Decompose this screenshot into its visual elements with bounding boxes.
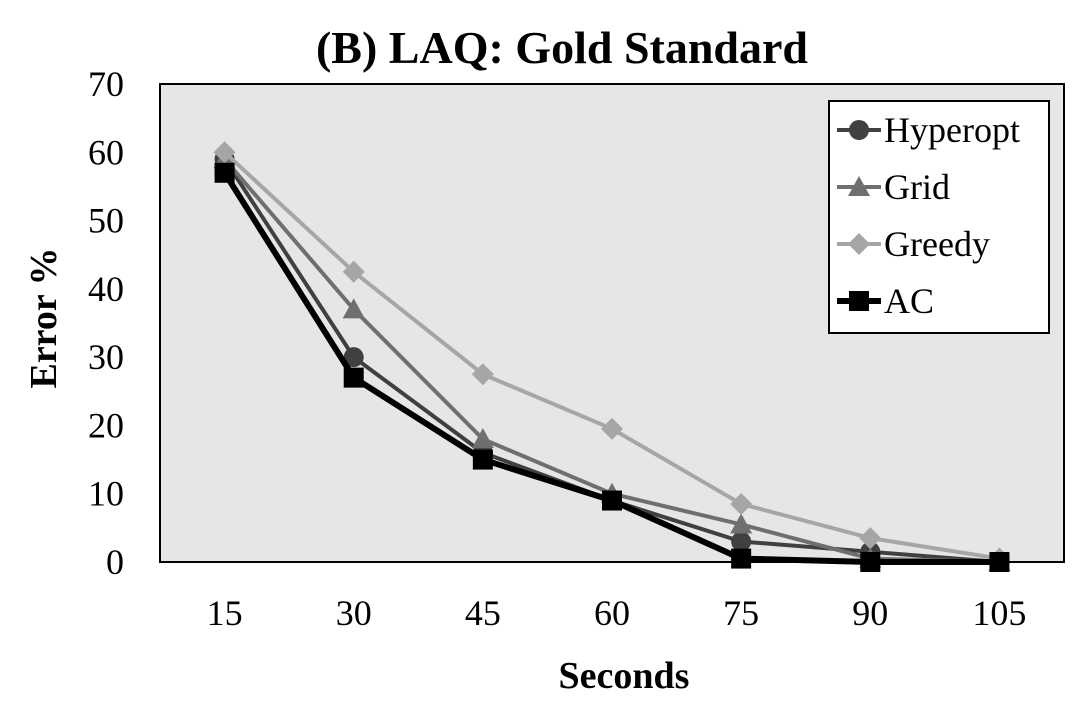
data-point-ac xyxy=(602,490,622,511)
data-point-ac xyxy=(989,552,1010,572)
legend-label: Grid xyxy=(884,167,950,207)
y-tick-label: 20 xyxy=(88,405,124,445)
data-point-ac xyxy=(860,552,881,572)
x-tick-label: 90 xyxy=(852,593,888,633)
data-point-greedy xyxy=(859,527,882,550)
y-tick-label: 30 xyxy=(88,337,124,377)
legend-marker-square xyxy=(849,291,869,311)
legend-item-ac: AC xyxy=(837,281,934,321)
series-layer xyxy=(213,141,1011,572)
x-axis-ticks: 15 30 45 60 75 90 105 xyxy=(207,593,1027,633)
y-tick-label: 10 xyxy=(88,474,124,514)
data-point-grid xyxy=(730,513,753,534)
x-tick-label: 60 xyxy=(594,593,630,633)
legend-marker-triangle xyxy=(848,176,870,196)
legend-label: AC xyxy=(884,281,934,321)
legend-marker-circle xyxy=(849,120,869,140)
y-axis-title: Error % xyxy=(23,247,65,388)
x-tick-label: 15 xyxy=(207,593,243,633)
series-ac xyxy=(214,162,1010,572)
data-point-ac xyxy=(214,162,235,183)
legend-items: Hyperopt Grid Greedy AC xyxy=(837,110,1020,321)
x-axis-title: Seconds xyxy=(559,655,690,697)
series-greedy xyxy=(213,141,1011,570)
data-point-grid xyxy=(342,298,365,319)
y-tick-label: 0 xyxy=(106,542,124,582)
data-point-ac xyxy=(343,367,364,388)
data-point-ac xyxy=(472,449,493,470)
data-point-greedy xyxy=(730,492,753,515)
legend: Hyperopt Grid Greedy AC xyxy=(828,100,1050,334)
y-tick-label: 50 xyxy=(88,201,124,241)
y-axis-ticks: 0 10 20 30 40 50 60 70 xyxy=(88,64,124,582)
y-tick-label: 40 xyxy=(88,269,124,309)
chart-title: (B) LAQ: Gold Standard xyxy=(316,22,808,73)
data-point-greedy xyxy=(601,417,623,440)
x-tick-label: 75 xyxy=(723,593,759,633)
y-tick-label: 60 xyxy=(88,132,124,172)
data-point-hyperopt xyxy=(731,531,752,552)
legend-item-grid: Grid xyxy=(837,167,950,207)
data-point-greedy xyxy=(342,260,365,283)
legend-marker-diamond xyxy=(848,233,870,255)
data-point-greedy xyxy=(471,363,494,386)
legend-label: Greedy xyxy=(884,224,990,264)
y-tick-label: 70 xyxy=(88,64,124,104)
data-point-ac xyxy=(731,548,752,569)
legend-item-hyperopt: Hyperopt xyxy=(837,110,1020,150)
x-tick-label: 30 xyxy=(336,593,372,633)
x-tick-label: 45 xyxy=(465,593,501,633)
legend-label: Hyperopt xyxy=(884,110,1020,150)
data-point-grid xyxy=(471,428,494,449)
legend-item-greedy: Greedy xyxy=(837,224,990,264)
data-point-hyperopt xyxy=(343,347,364,368)
x-tick-label: 105 xyxy=(972,593,1026,633)
data-point-greedy xyxy=(213,141,236,164)
